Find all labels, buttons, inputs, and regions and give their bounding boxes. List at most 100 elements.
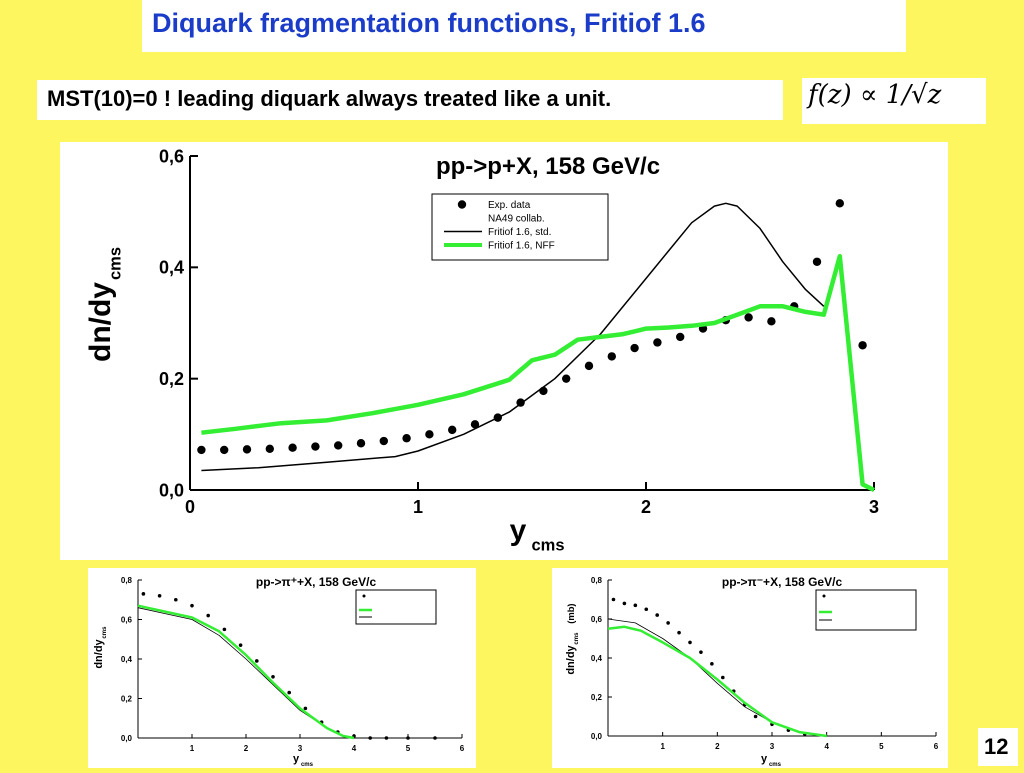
data-point <box>242 445 252 454</box>
data-point <box>433 736 437 740</box>
series-line-nff <box>201 253 875 493</box>
series-line-nff <box>607 625 827 738</box>
data-point <box>858 341 867 350</box>
y-axis-label: dn/dy <box>93 638 105 668</box>
data-point <box>220 445 229 455</box>
x-tick-label: 3 <box>298 744 303 753</box>
data-point <box>622 601 627 606</box>
data-point <box>653 338 662 347</box>
y-axis-label-unit: (mb) <box>566 603 576 623</box>
x-tick-label: 4 <box>352 744 357 753</box>
data-point <box>265 444 274 454</box>
data-point <box>157 594 162 598</box>
y-tick-label: 0,4 <box>159 258 184 278</box>
data-point <box>288 443 297 452</box>
x-tick-label: 0 <box>185 497 195 517</box>
data-point <box>633 603 638 608</box>
data-point <box>666 621 670 625</box>
data-point <box>311 442 320 451</box>
legend-entry: Fritiof 1.6, std. <box>488 227 551 238</box>
data-point <box>655 613 659 617</box>
y-axis-label: dn/dy <box>565 644 577 674</box>
y-tick-label: 0,0 <box>159 480 184 500</box>
legend-marker-points <box>457 200 467 209</box>
data-point <box>688 640 692 645</box>
y-tick-label: 0,0 <box>121 734 133 743</box>
x-tick-label: 3 <box>869 497 879 517</box>
x-tick-label: 1 <box>190 744 195 753</box>
x-axis-label: y <box>761 753 768 765</box>
pi-plus-chart-panel: 0,0 0,2 0,4 0,6 0,8 1 2 3 4 5 6 pp->π⁺+X, 158 GeV/c… <box>88 568 476 768</box>
data-point <box>835 199 844 208</box>
x-axis-label-sub: cms <box>532 537 565 555</box>
y-axis-label-sub: cms <box>574 632 580 645</box>
legend-marker-points <box>822 594 826 598</box>
x-tick-label: 1 <box>660 742 665 751</box>
y-tick-label: 0,8 <box>591 576 603 585</box>
y-axis-label: dn/dy <box>84 282 117 362</box>
x-axis-label-sub: cms <box>301 762 314 768</box>
data-point <box>141 592 146 596</box>
pi-plus-chart: 0,0 0,2 0,4 0,6 0,8 1 2 3 4 5 6 pp->π⁺+X, 158 GeV/c… <box>93 575 465 768</box>
page-number-box: 12 <box>978 728 1018 766</box>
data-point <box>368 736 373 740</box>
y-tick-label: 0,2 <box>591 693 603 702</box>
series-line-std <box>137 607 355 739</box>
data-point <box>584 361 594 371</box>
data-point <box>190 603 194 608</box>
x-tick-label: 2 <box>715 742 720 751</box>
data-point <box>721 675 725 680</box>
x-tick-label: 1 <box>413 497 423 517</box>
y-axis-label-sub: cms <box>107 247 125 280</box>
x-tick-label: 5 <box>879 742 884 751</box>
pi-minus-chart-panel: 0,0 0,2 0,4 0,6 0,8 1 2 3 4 5 6 pp->π⁻+X, 158 GeV/c… <box>552 568 948 768</box>
data-point <box>812 257 822 266</box>
y-tick-label: 0,4 <box>591 654 603 663</box>
data-point <box>611 597 616 602</box>
data-point <box>271 674 275 679</box>
title-box: Diquark fragmentation functions, Fritiof… <box>142 0 906 52</box>
data-point <box>562 374 571 383</box>
legend-entry: NA49 collab. <box>488 214 545 225</box>
data-point <box>710 662 714 666</box>
data-point <box>356 439 366 448</box>
x-tick-label: 2 <box>641 497 651 517</box>
x-tick-label: 6 <box>460 744 465 753</box>
y-tick-label: 0,6 <box>121 615 133 624</box>
data-point <box>206 613 210 618</box>
y-tick-label: 0,8 <box>121 576 133 585</box>
data-point <box>222 627 227 632</box>
slide-note: MST(10)=0 ! leading diquark always treat… <box>47 86 612 111</box>
data-point <box>699 650 703 654</box>
data-point <box>406 736 410 740</box>
y-tick-label: 0,6 <box>159 146 184 166</box>
x-tick-label: 5 <box>406 744 411 753</box>
data-point <box>470 420 480 429</box>
x-tick-label: 3 <box>770 742 775 751</box>
chart-title: pp->π⁺+X, 158 GeV/c <box>256 575 377 589</box>
y-axis-label-sub: cms <box>102 626 108 639</box>
x-axis-label-sub: cms <box>769 762 782 768</box>
data-point <box>677 630 681 635</box>
x-axis-label: y <box>510 514 527 547</box>
data-point <box>425 430 434 439</box>
y-tick-label: 0,2 <box>159 369 184 389</box>
y-tick-label: 0,6 <box>591 615 603 624</box>
formula: f(z) ∝ 1/√z <box>808 80 942 110</box>
data-point <box>379 436 388 446</box>
legend-box <box>355 589 437 625</box>
y-axis-label-group: dn/dy cms <box>84 247 125 362</box>
data-point <box>767 317 776 326</box>
data-point <box>334 441 343 450</box>
series-line-nff <box>137 604 355 740</box>
y-tick-label: 0,2 <box>121 694 133 703</box>
data-point <box>174 597 178 602</box>
main-chart-panel: 0,0 0,2 0,4 0,6 0 1 2 3 pp->p+X, 158 GeV/c y cms dn… <box>60 142 948 560</box>
formula-box: f(z) ∝ 1/√z <box>802 78 986 124</box>
series-line-std <box>201 202 825 472</box>
data-point <box>255 659 259 663</box>
series-line-std <box>607 618 827 737</box>
pi-minus-chart: 0,0 0,2 0,4 0,6 0,8 1 2 3 4 5 6 pp->π⁻+X, 158 GeV/c… <box>565 575 939 768</box>
page-number: 12 <box>984 734 1009 759</box>
